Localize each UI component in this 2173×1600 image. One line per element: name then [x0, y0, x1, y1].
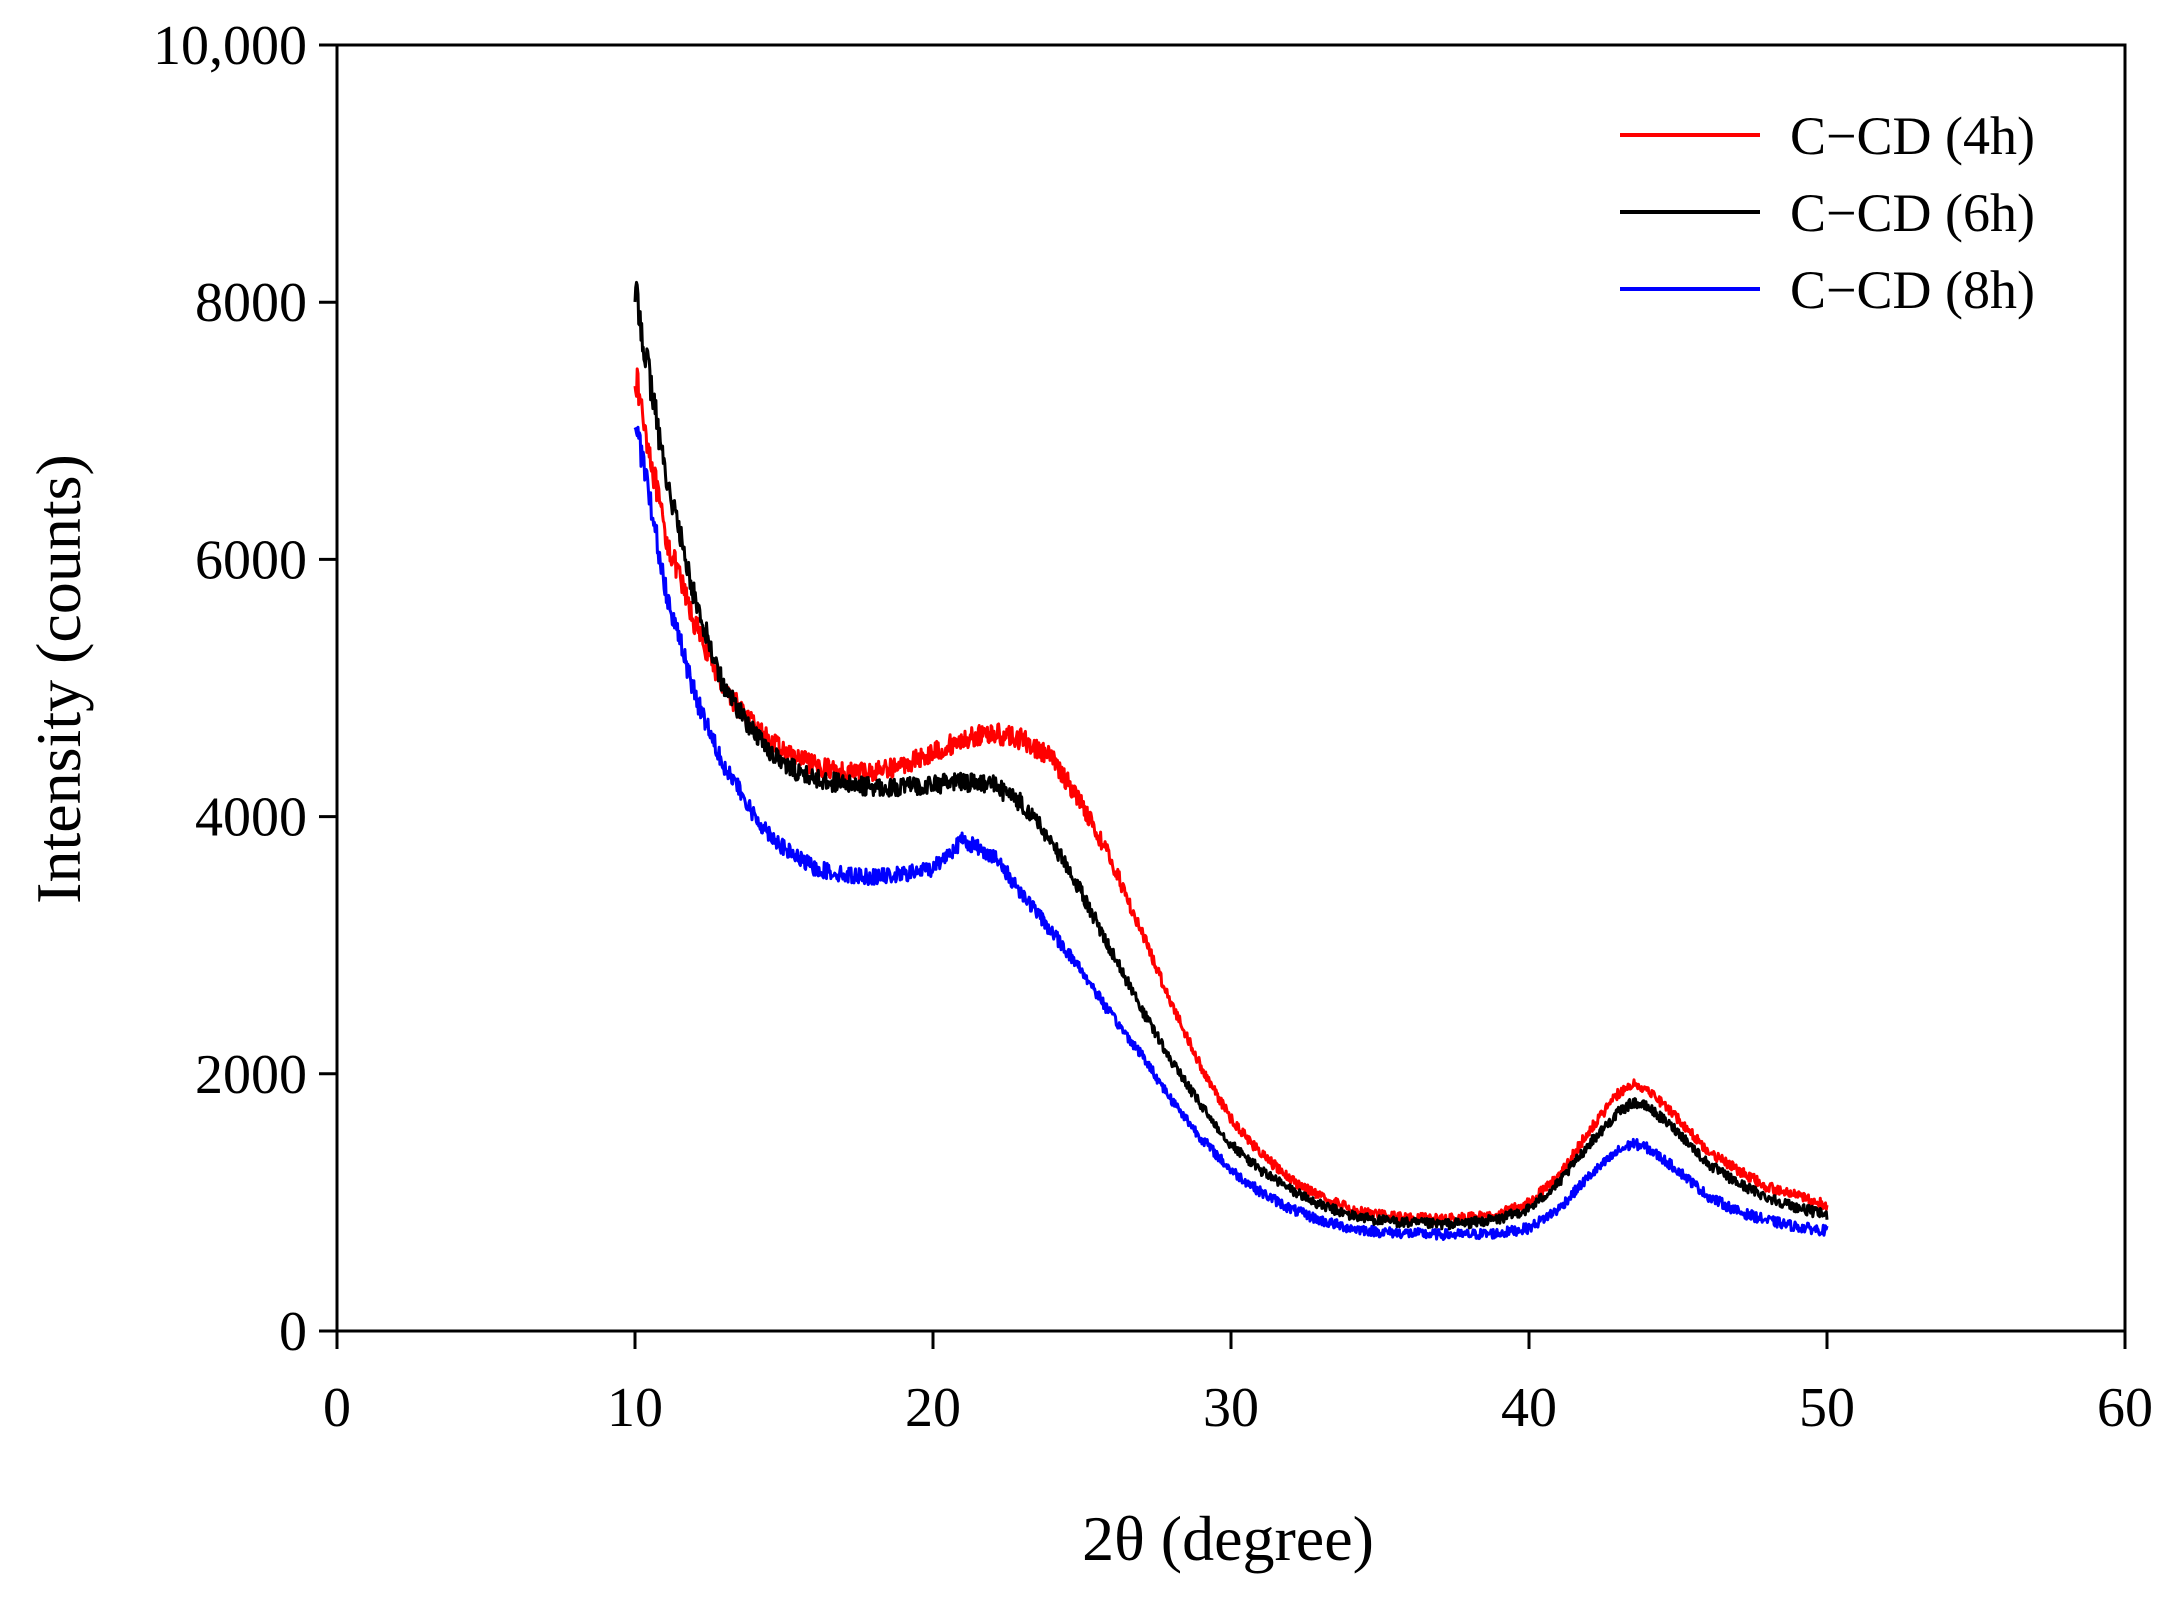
x-tick-label: 40: [1501, 1377, 1557, 1439]
legend-label: C−CD (4h): [1790, 106, 2035, 166]
legend-label: C−CD (6h): [1790, 183, 2035, 243]
y-tick-label: 10,000: [153, 15, 307, 77]
y-axis-title: Intensity (counts): [23, 454, 94, 904]
y-tick-label: 6000: [195, 529, 307, 591]
x-tick-label: 0: [323, 1377, 351, 1439]
y-tick-label: 0: [279, 1301, 307, 1363]
y-tick-label: 4000: [195, 787, 307, 849]
series-line: [633, 280, 1829, 1231]
x-tick-label: 60: [2097, 1377, 2153, 1439]
x-tick-label: 20: [905, 1377, 961, 1439]
y-tick-label: 2000: [195, 1044, 307, 1106]
x-tick-label: 10: [607, 1377, 663, 1439]
x-tick-label: 30: [1203, 1377, 1259, 1439]
y-axis-ticks: 0 2000 4000 6000 8000 10,000: [153, 15, 337, 1363]
series-line: [633, 367, 1829, 1226]
legend-label: C−CD (8h): [1790, 260, 2035, 320]
x-axis-title: 2θ (degree): [1082, 1503, 1374, 1574]
series-line: [633, 425, 1829, 1241]
y-tick-label: 8000: [195, 272, 307, 334]
x-axis-ticks: 0 10 20 30 40 50 60: [323, 1331, 2153, 1439]
legend: C−CD (4h) C−CD (6h) C−CD (8h): [1620, 106, 2035, 320]
series-layer: [633, 280, 1829, 1241]
x-tick-label: 50: [1799, 1377, 1855, 1439]
